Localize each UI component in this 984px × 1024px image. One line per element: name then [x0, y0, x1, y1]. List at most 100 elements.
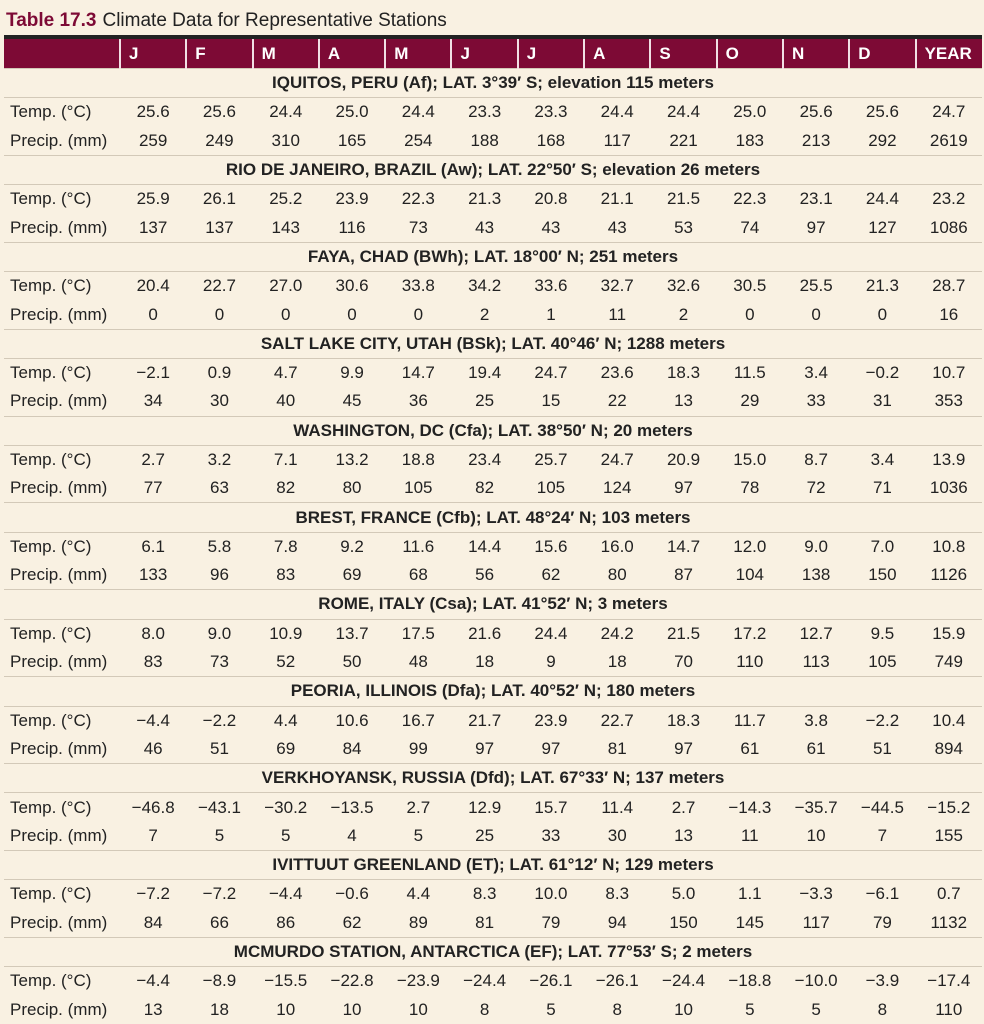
- precip-value: 137: [205, 217, 234, 237]
- precip-value: 1: [546, 304, 556, 324]
- precip-value: 79: [872, 912, 892, 932]
- precip-value: 72: [806, 478, 826, 498]
- precip-row: Precip. (mm) 13 18 10 10 10 8 5 8 10 5 5 8 110: [4, 996, 982, 1024]
- precip-value: 213: [801, 130, 831, 150]
- temp-value: −18.8: [716, 966, 783, 996]
- temp-value: 21.3: [849, 271, 916, 301]
- precip-value: 138: [801, 565, 831, 585]
- precip-value: 7: [148, 825, 158, 845]
- temp-value: 21.5: [650, 184, 717, 214]
- temp-value: 25.0: [318, 97, 386, 127]
- top-rule: [4, 35, 982, 39]
- temp-value: 25.7: [517, 444, 585, 475]
- precip-value: 310: [271, 130, 300, 150]
- precip-value: 15: [541, 391, 561, 411]
- temp-row: Temp. (°C) 8.0 9.0 10.9 13.7 17.5 21.6 24.4 24.2…: [4, 618, 982, 648]
- precip-value: 10: [674, 999, 693, 1019]
- temp-value: −17.4: [915, 966, 982, 996]
- precip-value: 30: [209, 391, 229, 411]
- temp-value: 24.4: [517, 618, 585, 648]
- temp-value: 14.7: [650, 531, 717, 562]
- temp-value: 10.9: [252, 618, 319, 648]
- temp-value: −3.3: [782, 879, 850, 909]
- temp-value: 24.7: [584, 444, 651, 475]
- temp-value: 15.7: [517, 792, 585, 822]
- temp-value: 10.6: [318, 705, 386, 735]
- temp-value: 15.6: [517, 531, 585, 562]
- temp-label: Temp. (°C): [4, 271, 120, 301]
- precip-value: 0: [877, 304, 888, 324]
- precip-value: 80: [607, 565, 627, 585]
- temp-value: 25.9: [120, 184, 187, 214]
- column-header: D: [848, 39, 916, 69]
- column-header: YEAR: [914, 39, 982, 69]
- temp-value: 4.4: [385, 879, 452, 909]
- precip-value: 1126: [930, 565, 968, 585]
- column-header: J: [516, 39, 585, 69]
- temp-value: 14.4: [451, 531, 518, 562]
- precip-value: 292: [868, 130, 897, 150]
- temp-value: −4.4: [120, 705, 187, 735]
- precip-value: 11: [608, 304, 627, 324]
- temp-label: Temp. (°C): [4, 531, 120, 562]
- temp-value: 24.4: [584, 97, 651, 127]
- precip-value: 86: [276, 912, 296, 932]
- precip-value: 165: [337, 130, 367, 150]
- temp-value: 25.0: [716, 97, 783, 127]
- precip-value: 70: [674, 652, 693, 672]
- temp-value: 1.1: [716, 879, 783, 909]
- temp-value: 14.7: [385, 357, 452, 388]
- precip-value: 105: [404, 478, 433, 498]
- precip-value: 2: [479, 304, 490, 324]
- temp-value: 18.3: [650, 357, 717, 388]
- table-number: Table 17.3: [6, 10, 97, 31]
- station-name: PEORIA, ILLINOIS (Dfa); LAT. 40°52′ N; 1…: [4, 676, 982, 707]
- precip-value: 259: [138, 130, 168, 150]
- precip-value: 0: [347, 304, 357, 324]
- precip-value: 5: [281, 825, 291, 845]
- precip-value: 117: [603, 130, 631, 150]
- column-header: O: [715, 39, 783, 69]
- station-header-row: FAYA, CHAD (BWh); LAT. 18°00′ N; 251 met…: [4, 241, 982, 272]
- temp-row: Temp. (°C) 25.6 25.6 24.4 25.0 24.4 23.3 23.3 24…: [4, 97, 982, 127]
- precip-value: 33: [806, 391, 826, 411]
- temp-value: 8.3: [451, 879, 518, 909]
- temp-value: 21.1: [584, 184, 651, 214]
- precip-value: 31: [872, 391, 892, 411]
- precip-value: 68: [408, 565, 428, 585]
- precip-value: 1086: [929, 217, 968, 237]
- precip-value: 82: [276, 478, 296, 498]
- temp-value: 4.7: [252, 357, 319, 388]
- temp-value: 5.8: [186, 531, 253, 562]
- precip-label: Precip. (mm): [10, 825, 108, 845]
- temp-value: 33.6: [517, 271, 585, 301]
- precip-label: Precip. (mm): [10, 304, 108, 324]
- precip-value: 96: [209, 565, 229, 585]
- temp-value: 21.5: [650, 618, 717, 648]
- temp-value: 8.7: [782, 444, 850, 475]
- precip-value: 73: [408, 217, 428, 237]
- precip-value: 25: [475, 391, 495, 411]
- temp-value: −15.2: [915, 792, 982, 822]
- temp-value: −0.6: [318, 879, 386, 909]
- temp-value: −4.4: [252, 879, 319, 909]
- station-name: IQUITOS, PERU (Af); LAT. 3°39′ S; elevat…: [4, 67, 982, 98]
- temp-value: −7.2: [186, 879, 253, 909]
- temp-value: −14.3: [716, 792, 783, 822]
- column-header: J: [450, 39, 518, 69]
- precip-row: Precip. (mm) 0 0 0 0 0 2 1 11 2 0 0 0 16: [4, 300, 982, 329]
- precip-value: 145: [735, 912, 764, 932]
- station-header-row: RIO DE JANEIRO, BRAZIL (Aw); LAT. 22°50′…: [4, 154, 982, 185]
- station-header-row: PEORIA, ILLINOIS (Dfa); LAT. 40°52′ N; 1…: [4, 676, 982, 707]
- temp-value: 18.8: [385, 444, 452, 475]
- precip-value: 9: [546, 652, 556, 672]
- precip-value: 143: [271, 217, 300, 237]
- precip-value: 10: [806, 825, 826, 845]
- temp-value: 20.4: [120, 271, 187, 301]
- precip-label: Precip. (mm): [10, 652, 108, 672]
- precip-value: 7: [877, 825, 888, 845]
- temp-value: −13.5: [318, 792, 386, 822]
- column-header: J: [118, 39, 187, 69]
- precip-value: 83: [276, 565, 296, 585]
- temp-value: 19.4: [451, 357, 518, 388]
